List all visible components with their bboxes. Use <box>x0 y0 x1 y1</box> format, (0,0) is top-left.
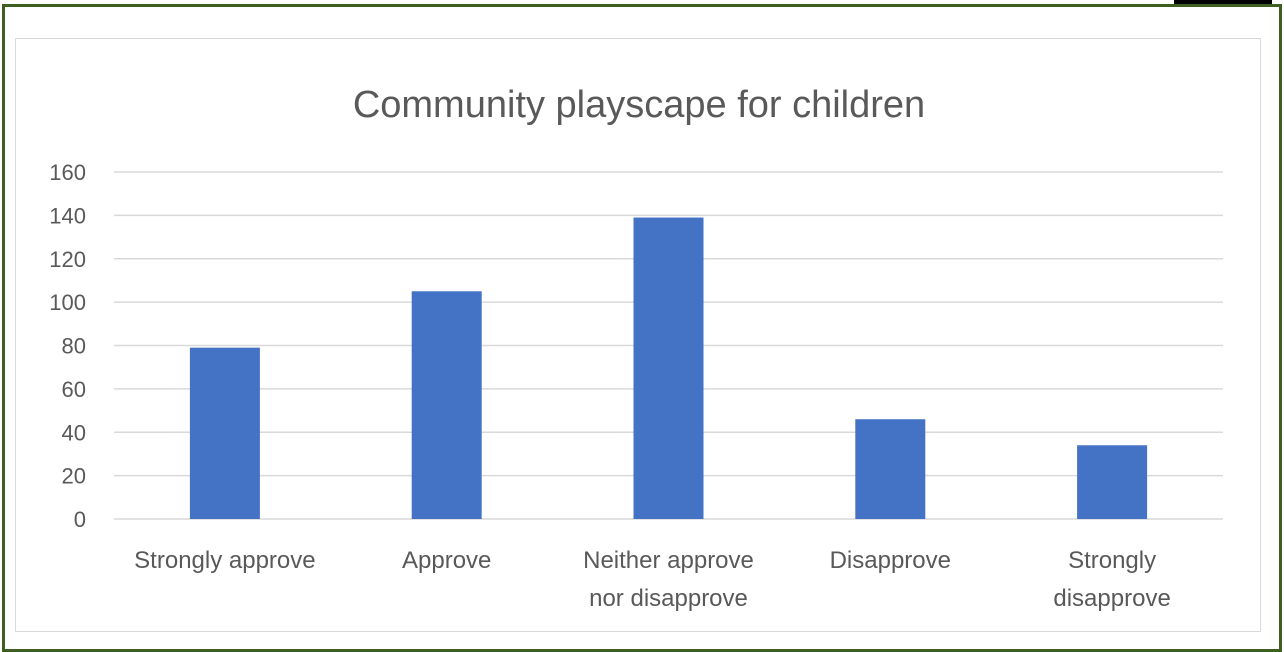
y-tick-label: 20 <box>62 464 86 489</box>
y-tick-label: 160 <box>49 160 86 185</box>
bar <box>189 347 260 519</box>
x-tick-label: Disapprove <box>830 547 951 574</box>
bar <box>855 419 926 519</box>
y-tick-label: 80 <box>62 334 86 359</box>
x-tick-label: Strongly <box>1068 547 1156 574</box>
x-tick-label: nor disapprove <box>589 585 748 612</box>
x-tick-label: disapprove <box>1053 585 1170 612</box>
y-tick-label: 140 <box>49 203 86 228</box>
x-tick-label: Approve <box>402 547 491 574</box>
bar <box>1077 445 1148 519</box>
x-axis-ticks: Strongly approve Approve Neither approve no… <box>134 547 1171 612</box>
bar <box>411 291 482 519</box>
chart-title: Community playscape for children <box>353 84 925 126</box>
corner-mark <box>1174 0 1272 4</box>
y-tick-label: 0 <box>74 507 86 532</box>
bar <box>633 217 704 519</box>
bars <box>189 217 1148 519</box>
y-tick-label: 40 <box>62 420 86 445</box>
y-tick-label: 60 <box>62 377 86 402</box>
x-tick-label: Strongly approve <box>134 547 315 574</box>
y-axis-ticks: 0 20 40 60 80 100 120 140 160 <box>49 160 86 532</box>
y-tick-label: 100 <box>49 290 86 315</box>
y-tick-label: 120 <box>49 247 86 272</box>
x-tick-label: Neither approve <box>583 547 754 574</box>
